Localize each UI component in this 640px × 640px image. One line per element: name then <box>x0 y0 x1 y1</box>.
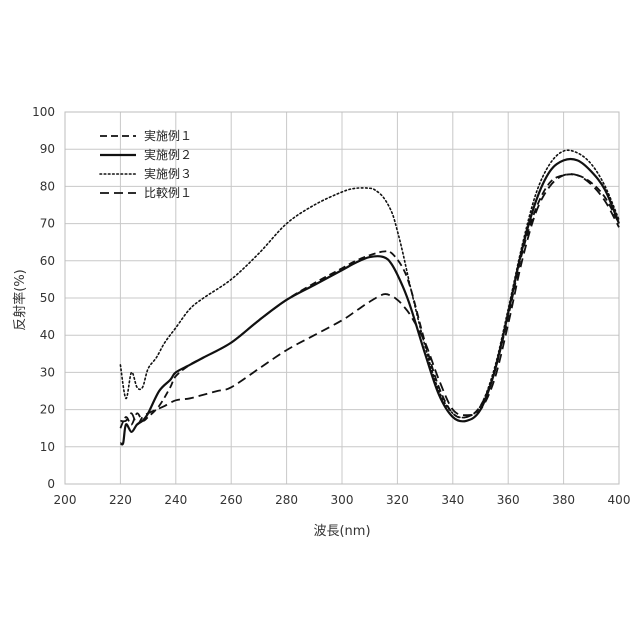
y-tick-label: 0 <box>47 477 55 491</box>
legend: 実施例１ 実施例２ 実施例３ 比較例１ <box>99 128 192 200</box>
plot-frame <box>64 111 620 485</box>
y-tick-label: 40 <box>40 328 55 342</box>
x-tick-label: 320 <box>386 493 409 507</box>
y-tick-label: 30 <box>40 365 55 379</box>
legend-label-2: 実施例２ <box>144 147 192 162</box>
legend-label-3: 実施例３ <box>144 166 192 181</box>
series-line-4 <box>120 173 620 426</box>
x-tick-label: 400 <box>608 493 631 507</box>
y-tick-label: 20 <box>40 403 55 417</box>
legend-label-1: 実施例１ <box>144 128 192 143</box>
x-tick-labels: 200 220 240 260 280 300 320 340 360 380 400 <box>54 493 631 507</box>
series-line-2 <box>119 157 621 446</box>
series-layer <box>119 149 621 446</box>
x-tick-label: 300 <box>331 493 354 507</box>
y-tick-label: 50 <box>40 291 55 305</box>
x-tick-label: 360 <box>497 493 520 507</box>
x-tick-label: 200 <box>54 493 77 507</box>
legend-label-4: 比較例１ <box>144 185 192 200</box>
x-tick-label: 240 <box>164 493 187 507</box>
x-axis-label: 波長(nm) <box>313 524 370 539</box>
x-tick-label: 260 <box>220 493 243 507</box>
series-line-3 <box>119 149 620 419</box>
plot-border <box>64 111 620 485</box>
x-tick-label: 280 <box>275 493 298 507</box>
x-tick-label: 380 <box>552 493 575 507</box>
y-tick-label: 90 <box>40 142 55 156</box>
y-tick-label: 60 <box>40 254 55 268</box>
y-tick-label: 10 <box>40 440 55 454</box>
y-tick-label: 70 <box>40 217 55 231</box>
x-tick-label: 340 <box>441 493 464 507</box>
x-tick-label: 220 <box>109 493 132 507</box>
y-tick-label: 100 <box>32 105 55 119</box>
series-line-1 <box>119 173 620 429</box>
y-tick-labels: 0 10 20 30 40 50 60 70 80 90 100 <box>32 105 55 491</box>
y-axis-label: 反射率(%) <box>12 269 28 331</box>
y-tick-label: 80 <box>40 179 55 193</box>
